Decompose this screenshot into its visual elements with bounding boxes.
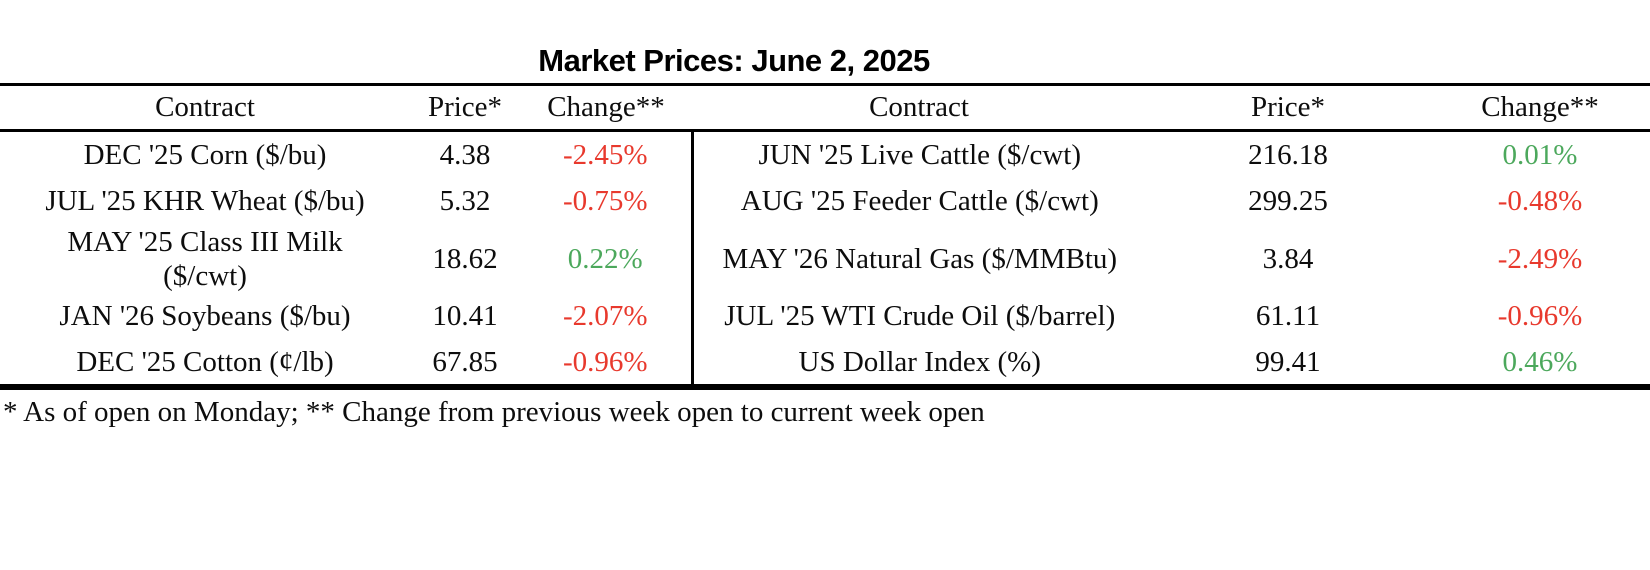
price-cell: 216.18 [1248,138,1328,171]
column-header-price-right: Price* [1146,84,1430,132]
change-cell: -0.75% [520,177,694,225]
change-cell: -2.49% [1497,242,1583,275]
change-cell: 0.22% [520,224,694,293]
change-cell: -2.45% [520,130,694,178]
change-cell: 0.01% [1502,138,1578,171]
contract-cell: MAY '26 Natural Gas ($/MMBtu) [722,242,1118,275]
price-cell: 10.41 [432,300,498,332]
column-header-change-right: Change** [1430,84,1650,132]
column-header-change-left: Change** [520,84,692,132]
table-row: MAY '25 Class III Milk ($/cwt) 18.62 0.22%… [0,224,1650,293]
price-cell: 67.85 [432,345,498,378]
contract-cell: DEC '25 Corn ($/bu) [83,138,327,171]
contract-cell: JUN '25 Live Cattle ($/cwt) [758,138,1082,171]
market-prices-table: Contract Price* Change** Contract Price*… [0,83,1650,390]
table-header: Contract Price* Change** Contract Price*… [0,84,1650,132]
table-footnote: * As of open on Monday; ** Change from p… [3,395,985,428]
price-cell: 99.41 [1255,345,1321,378]
contract-cell: JAN '26 Soybeans ($/bu) [59,300,351,332]
contract-cell: DEC '25 Cotton (¢/lb) [76,345,334,378]
price-cell: 4.38 [439,138,491,171]
change-cell: 0.46% [1502,345,1578,378]
contract-cell: MAY '25 Class III Milk ($/cwt) [67,225,343,292]
column-header-contract-right: Contract [692,84,1146,132]
contract-cell: US Dollar Index (%) [798,345,1041,378]
price-cell: 61.11 [1255,300,1321,332]
table-row: JUL '25 KHR Wheat ($/bu) 5.32 -0.75% AUG '2… [0,177,1650,225]
change-cell: -2.07% [520,292,694,340]
table-row: DEC '25 Corn ($/bu) 4.38 -2.45% JUN '25 Liv… [0,130,1650,178]
price-cell: 18.62 [432,242,498,275]
contract-cell: JUL '25 WTI Crude Oil ($/barrel) [724,300,1116,332]
price-cell: 299.25 [1248,185,1328,217]
change-cell: -0.96% [520,339,694,387]
column-header-contract-left: Contract [0,84,410,132]
price-cell: 3.84 [1262,242,1314,275]
contract-cell: JUL '25 KHR Wheat ($/bu) [45,185,365,217]
table-row: JAN '26 Soybeans ($/bu) 10.41 -2.07% JUL '2… [0,292,1650,340]
column-header-price-left: Price* [410,84,520,132]
contract-cell: AUG '25 Feeder Cattle ($/cwt) [740,185,1099,217]
change-cell: -0.96% [1497,300,1583,332]
table-row: DEC '25 Cotton (¢/lb) 67.85 -0.96% US Dolla… [0,339,1650,387]
change-cell: -0.48% [1497,185,1583,217]
header-row: Contract Price* Change** Contract Price*… [0,84,1650,132]
page-title: Market Prices: June 2, 2025 [538,43,930,78]
price-cell: 5.32 [439,185,491,217]
table-body: DEC '25 Corn ($/bu) 4.38 -2.45% JUN '25 Liv… [0,130,1650,387]
